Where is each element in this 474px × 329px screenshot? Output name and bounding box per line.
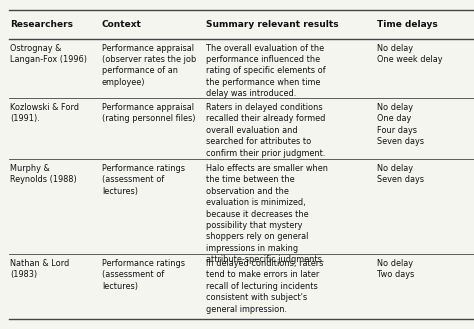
Text: Halo effects are smaller when
the time between the
observation and the
evaluatio: Halo effects are smaller when the time b… — [206, 164, 328, 265]
Text: Time delays: Time delays — [377, 20, 438, 29]
Text: Researchers: Researchers — [10, 20, 73, 29]
Text: No delay
Two days: No delay Two days — [377, 259, 414, 279]
Text: The overall evaluation of the
performance influenced the
rating of specific elem: The overall evaluation of the performanc… — [206, 43, 326, 98]
Text: Performance appraisal
(observer rates the job
performance of an
employee): Performance appraisal (observer rates th… — [102, 43, 196, 87]
Text: No delay
One week delay: No delay One week delay — [377, 43, 442, 64]
Text: In delayed conditions, raters
tend to make errors in later
recall of lecturing i: In delayed conditions, raters tend to ma… — [206, 259, 324, 314]
Text: Murphy &
Reynolds (1988): Murphy & Reynolds (1988) — [10, 164, 77, 184]
Text: Context: Context — [102, 20, 142, 29]
Text: Performance ratings
(assessment of
lectures): Performance ratings (assessment of lectu… — [102, 259, 185, 291]
Text: Summary relevant results: Summary relevant results — [206, 20, 339, 29]
Text: Kozlowski & Ford
(1991).: Kozlowski & Ford (1991). — [10, 103, 80, 123]
Text: No delay
Seven days: No delay Seven days — [377, 164, 424, 184]
Text: Ostrognay &
Langan-Fox (1996): Ostrognay & Langan-Fox (1996) — [10, 43, 87, 64]
Text: Performance appraisal
(rating personnel files): Performance appraisal (rating personnel … — [102, 103, 195, 123]
Text: Performance ratings
(assessment of
lectures): Performance ratings (assessment of lectu… — [102, 164, 185, 196]
Text: No delay
One day
Four days
Seven days: No delay One day Four days Seven days — [377, 103, 424, 146]
Text: Nathan & Lord
(1983): Nathan & Lord (1983) — [10, 259, 70, 279]
Text: Raters in delayed conditions
recalled their already formed
overall evaluation an: Raters in delayed conditions recalled th… — [206, 103, 326, 158]
